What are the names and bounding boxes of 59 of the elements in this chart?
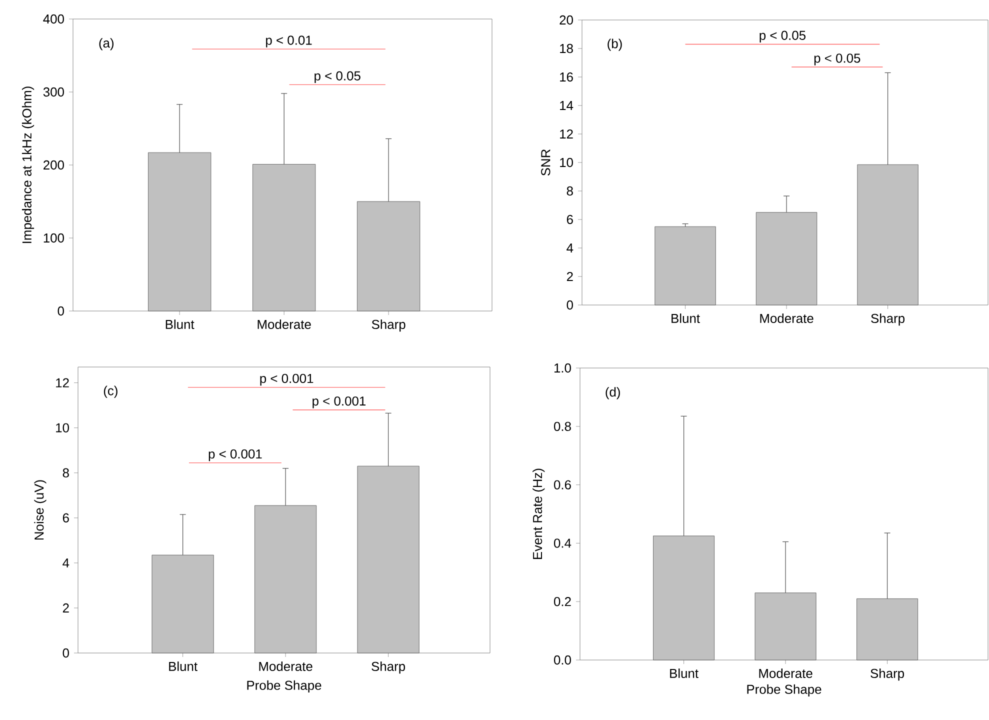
annotation: p < 0.05 [814,54,860,66]
y-tick-label: 1.0 [554,363,571,373]
annotation: p < 0.001 [260,374,314,386]
annotation: p < 0.001 [312,396,366,408]
y-tick-label: 4 [62,558,70,568]
x-tick-label: Moderate [759,668,812,678]
y-tick-label: 0.4 [554,538,572,548]
x-tick-label: Blunt [670,668,698,678]
y-tick-label: 16 [560,72,573,82]
y-tick-label: 0.8 [554,422,571,431]
y-tick-label: 2 [566,272,573,282]
y-axis-title: Event Rate (Hz) [532,468,545,559]
y-tick-label: 0 [566,300,573,310]
y-tick-label: 100 [44,233,64,243]
x-tick-label: Sharp [372,662,406,674]
y-tick-label: 10 [56,423,69,432]
annotation: (b) [608,38,622,51]
x-axis-title: Probe Shape [747,684,822,696]
y-tick-label: 0 [62,648,69,658]
y-tick-label: 0.2 [554,597,571,606]
annotation: (a) [99,38,114,50]
y-tick-label: 0 [58,306,64,316]
y-tick-label: 300 [43,87,64,97]
y-tick-label: 2 [62,603,69,612]
annotation: (d) [606,387,620,400]
bar [654,226,716,306]
y-tick-label: 8 [566,186,573,196]
annotation: p < 0.01 [266,36,312,48]
y-tick-label: 12 [560,129,573,139]
annotation: p < 0.001 [208,449,262,462]
y-tick-label: 4 [566,244,574,252]
y-axis-title: Noise (uV) [34,480,46,540]
y-tick-label: 14 [560,101,574,110]
x-tick-label: Moderate [258,320,311,330]
y-tick-label: 10 [560,158,573,168]
x-tick-label: Sharp [870,668,904,681]
x-tick-label: Blunt [169,662,198,672]
annotation: (c) [104,386,118,398]
y-axis-title: Impedance at 1kHz (kOhm) [22,86,34,243]
x-tick-label: Moderate [259,662,312,672]
x-tick-label: Blunt [672,314,700,324]
y-tick-label: 18 [560,44,573,54]
y-tick-label: 0.0 [554,655,571,665]
x-tick-label: Moderate [760,314,814,324]
y-axis-title: SNR [541,149,550,176]
y-tick-label: 6 [566,214,573,224]
y-tick-label: 12 [56,378,69,388]
x-tick-label: Sharp [372,320,406,332]
x-tick-label: Sharp [871,314,905,326]
y-tick-label: 6 [62,513,69,522]
y-tick-label: 20 [560,15,573,25]
y-tick-label: 200 [44,160,64,170]
annotation: p < 0.05 [760,30,806,43]
y-tick-label: 400 [43,14,64,24]
y-tick-label: 0.6 [554,480,571,490]
annotation: p < 0.05 [314,71,360,84]
x-tick-label: Blunt [166,320,194,330]
y-tick-label: 8 [62,468,69,478]
x-axis-title: Probe Shape [247,680,322,692]
